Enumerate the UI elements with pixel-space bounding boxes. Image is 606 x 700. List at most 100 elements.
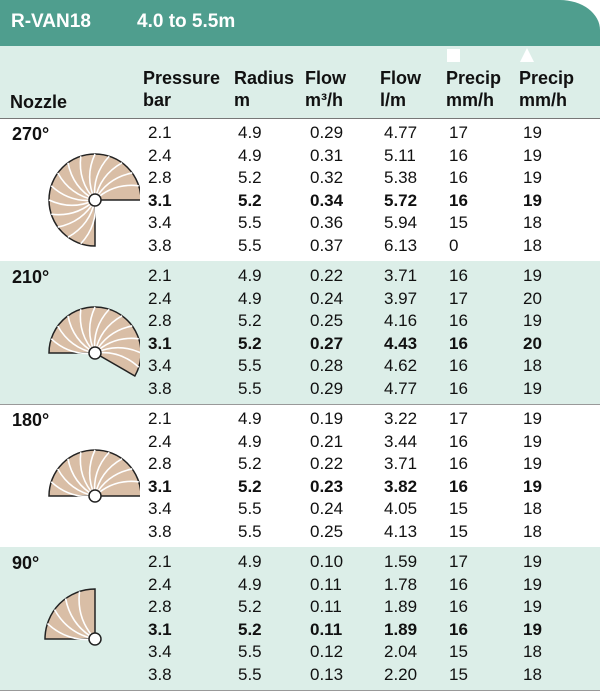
cell: 16 bbox=[449, 311, 468, 330]
cell: 15 bbox=[449, 213, 468, 232]
cell: 5.2 bbox=[238, 190, 262, 210]
cell: 2.1 bbox=[148, 409, 172, 428]
cell: 19 bbox=[523, 619, 542, 639]
cell: 3.71 bbox=[384, 454, 418, 473]
cell: 5.5 bbox=[238, 642, 262, 661]
cell: 18 bbox=[523, 642, 542, 661]
cell: 0.28 bbox=[310, 356, 344, 375]
cell: 0.19 bbox=[310, 409, 344, 428]
cell: 4.9 bbox=[238, 266, 262, 285]
cell: 19 bbox=[523, 123, 542, 142]
cell: 18 bbox=[523, 235, 542, 255]
cell: 2.1 bbox=[148, 552, 172, 571]
cell: 5.2 bbox=[238, 168, 262, 187]
column-title: Flow bbox=[380, 68, 421, 88]
cell: 3.8 bbox=[148, 378, 172, 398]
cell: 3.44 bbox=[384, 431, 418, 451]
column-header: Nozzle Pressure bar Radius m Flow m³/h Flow l/m… bbox=[0, 46, 600, 119]
cell: 6.13 bbox=[384, 235, 418, 255]
cell: 3.1 bbox=[148, 190, 172, 210]
nozzle-icon bbox=[48, 449, 140, 503]
cell: 19 bbox=[523, 145, 542, 165]
cell: 5.2 bbox=[238, 619, 262, 639]
cell: 5.11 bbox=[384, 145, 416, 165]
cell: 0.21 bbox=[310, 431, 344, 451]
cell: 19 bbox=[523, 409, 542, 428]
cell: 0.11 bbox=[310, 619, 343, 639]
column-title: Precip bbox=[446, 68, 502, 88]
triangle-icon bbox=[520, 48, 534, 62]
cell: 0.23 bbox=[310, 476, 344, 496]
cell: 16 bbox=[449, 431, 468, 451]
column-title: Precip bbox=[519, 68, 575, 88]
cell: 17 bbox=[449, 409, 468, 428]
cell: 5.5 bbox=[238, 213, 262, 232]
cell: 0.22 bbox=[310, 454, 344, 473]
cell: 4.9 bbox=[238, 123, 262, 142]
cell: 20 bbox=[523, 333, 542, 353]
nozzle-icon bbox=[48, 153, 140, 247]
nozzle-icon bbox=[44, 588, 102, 646]
nozzle-group: 180° 2.1 4.9 0.19 3.22 17 19 2.4 4.9 0.21 3.44 16 19… bbox=[0, 404, 600, 548]
column-unit: m bbox=[234, 90, 251, 110]
column-unit: bar bbox=[143, 90, 172, 110]
column-title: Flow bbox=[305, 68, 346, 88]
cell: 19 bbox=[523, 311, 542, 330]
column-title: Radius bbox=[234, 68, 295, 88]
precip-icons bbox=[447, 48, 534, 62]
cell: 5.2 bbox=[238, 311, 262, 330]
cell: 0.25 bbox=[310, 521, 344, 541]
cell: 5.38 bbox=[384, 168, 418, 187]
cell: 5.5 bbox=[238, 521, 262, 541]
cell: 4.9 bbox=[238, 145, 262, 165]
cell: 4.9 bbox=[238, 552, 262, 571]
cell: 16 bbox=[449, 266, 468, 285]
cell: 20 bbox=[523, 288, 542, 308]
cell: 4.77 bbox=[384, 123, 418, 142]
cell: 16 bbox=[449, 597, 468, 616]
cell: 16 bbox=[449, 356, 468, 375]
nozzle-hub bbox=[88, 632, 102, 646]
cell: 0.11 bbox=[310, 574, 342, 594]
cell: 4.9 bbox=[238, 288, 262, 308]
cell: 0.34 bbox=[310, 190, 344, 210]
cell: 2.8 bbox=[148, 454, 172, 473]
cell: 0.29 bbox=[310, 378, 344, 398]
cell: 5.5 bbox=[238, 235, 262, 255]
nozzle-label: 210° bbox=[12, 267, 50, 287]
cell: 5.2 bbox=[238, 597, 262, 616]
cell: 3.71 bbox=[384, 266, 418, 285]
cell: 16 bbox=[449, 333, 468, 353]
cell: 5.5 bbox=[238, 664, 262, 684]
cell: 16 bbox=[449, 168, 468, 187]
cell: 0.24 bbox=[310, 499, 344, 518]
nozzle-group: 210° 2.1 4.9 0.22 3.71 16 19 2.4 4.9 0.24 3.97 17 20… bbox=[0, 261, 600, 405]
cell: 19 bbox=[523, 431, 542, 451]
cell: 5.5 bbox=[238, 499, 262, 518]
cell: 2.8 bbox=[148, 311, 172, 330]
cell: 5.5 bbox=[238, 356, 262, 375]
nozzle-label: 90° bbox=[12, 553, 40, 573]
cell: 0.10 bbox=[310, 552, 344, 571]
cell: 4.43 bbox=[384, 333, 418, 353]
square-icon bbox=[447, 49, 460, 62]
cell: 4.62 bbox=[384, 356, 418, 375]
cell: 4.9 bbox=[238, 431, 262, 451]
cell: 18 bbox=[523, 499, 542, 518]
cell: 15 bbox=[449, 664, 468, 684]
header-bar: R-VAN18 4.0 to 5.5m bbox=[0, 0, 600, 46]
cell: 0.25 bbox=[310, 311, 344, 330]
cell: 16 bbox=[449, 454, 468, 473]
cell: 16 bbox=[449, 378, 468, 398]
nozzle-label: 180° bbox=[12, 410, 50, 430]
nozzle-hub bbox=[88, 489, 102, 503]
nozzle-group: 90° 2.1 4.9 0.10 1.59 17 19 2.4 4.9 0.11 1.78 16 19 2… bbox=[0, 547, 600, 691]
nozzle-icon bbox=[48, 306, 140, 378]
cell: 2.4 bbox=[148, 145, 172, 165]
cell: 16 bbox=[449, 619, 468, 639]
cell: 2.8 bbox=[148, 597, 172, 616]
cell: 2.8 bbox=[148, 168, 172, 187]
cell: 19 bbox=[523, 266, 542, 285]
cell: 0.37 bbox=[310, 235, 344, 255]
